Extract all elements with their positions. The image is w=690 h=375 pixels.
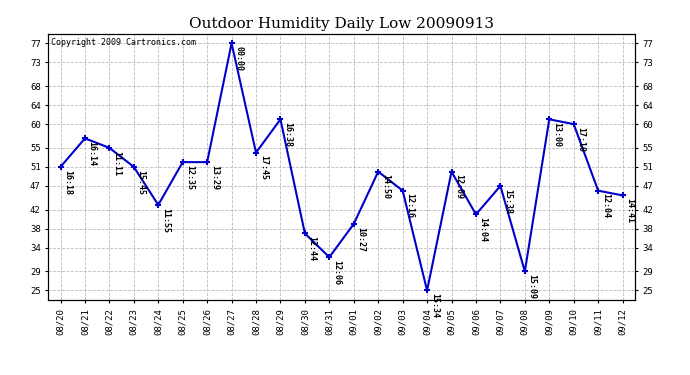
Text: 12:16: 12:16	[406, 194, 415, 218]
Text: 17:45: 17:45	[259, 155, 268, 180]
Text: 15:45: 15:45	[137, 170, 146, 195]
Text: 14:04: 14:04	[479, 217, 488, 242]
Text: 00:00: 00:00	[235, 46, 244, 71]
Text: 16:38: 16:38	[283, 122, 293, 147]
Text: 16:18: 16:18	[63, 170, 72, 195]
Text: 14:50: 14:50	[381, 174, 390, 200]
Text: 17:10: 17:10	[576, 127, 586, 152]
Text: 12:06: 12:06	[332, 260, 341, 285]
Text: 13:00: 13:00	[552, 122, 561, 147]
Text: 12:35: 12:35	[186, 165, 195, 190]
Text: 12:44: 12:44	[308, 236, 317, 261]
Text: 12:04: 12:04	[601, 194, 610, 218]
Text: 15:09: 15:09	[528, 274, 537, 299]
Text: 10:27: 10:27	[357, 227, 366, 252]
Text: 16:14: 16:14	[88, 141, 97, 166]
Text: 12:09: 12:09	[454, 174, 463, 200]
Text: 11:11: 11:11	[112, 151, 121, 176]
Text: 14:41: 14:41	[625, 198, 634, 223]
Text: 15:34: 15:34	[430, 293, 439, 318]
Text: 13:29: 13:29	[210, 165, 219, 190]
Title: Outdoor Humidity Daily Low 20090913: Outdoor Humidity Daily Low 20090913	[189, 17, 494, 31]
Text: 11:55: 11:55	[161, 208, 170, 233]
Text: Copyright 2009 Cartronics.com: Copyright 2009 Cartronics.com	[51, 38, 196, 47]
Text: 15:38: 15:38	[503, 189, 512, 214]
